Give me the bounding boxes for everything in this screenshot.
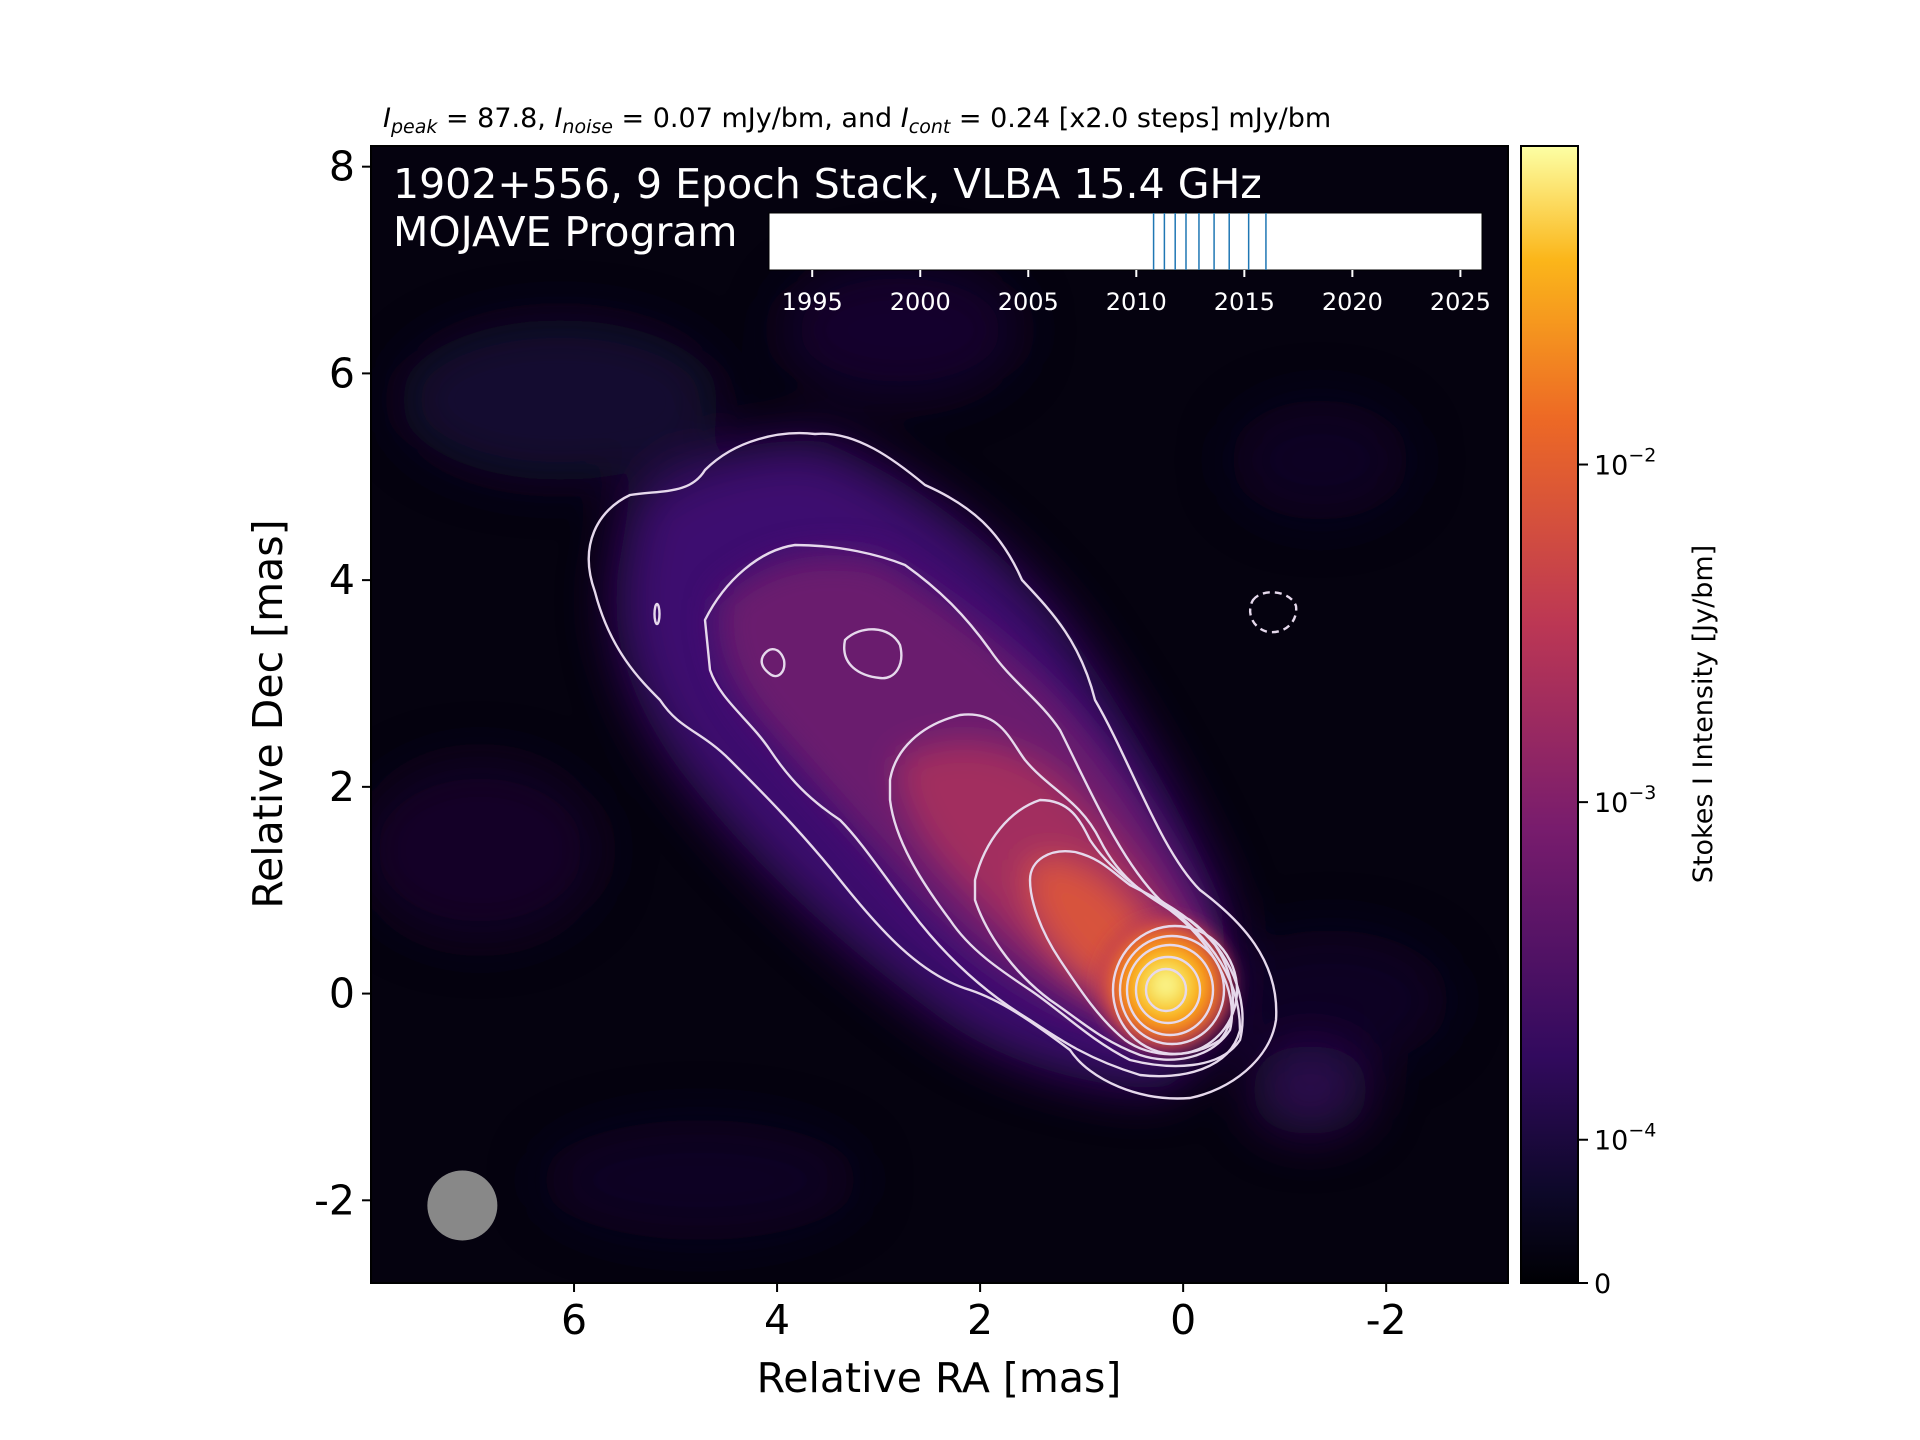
x-tick-label-4: -2	[1366, 1296, 1407, 1344]
timeline-tick-label-5: 2020	[1322, 288, 1383, 316]
contour-level-8	[1125, 943, 1215, 1037]
contour-island-3	[653, 602, 661, 626]
timeline-tick-label-1: 2000	[890, 288, 951, 316]
colorbar-tick-label-1: 10−3	[1594, 782, 1656, 819]
y-tick-label-0: 8	[329, 143, 355, 191]
timeline-epochs	[1152, 213, 1267, 270]
x-tick-label-2: 2	[967, 1296, 993, 1344]
contour-set	[587, 431, 1298, 1100]
colorbar-tick-label-0: 10−2	[1594, 445, 1656, 482]
noise-symbol: I	[554, 103, 562, 134]
cont-symbol: I	[901, 103, 909, 134]
contour-level-10	[1144, 967, 1188, 1013]
cont-text: = 0.24 [x2.0 steps] mJy/bm	[950, 103, 1331, 134]
contour-level-1	[587, 431, 1278, 1100]
contour-level-5	[1028, 850, 1235, 1056]
image-panel: 1995 2000 2005 2010 2015 2020 2025 1902+556, 9…	[371, 146, 1508, 1283]
plot-frame	[370, 145, 1509, 1284]
colorbar: 10−2 10−3 10−4 0 Stokes I Intensity [Jy/bm]	[1520, 145, 1719, 1300]
noise-text: = 0.07 mJy/bm, and	[613, 103, 901, 134]
timeline-tick-label-4: 2015	[1214, 288, 1275, 316]
y-tick-label-1: 6	[329, 349, 355, 397]
peak-symbol: I	[383, 103, 391, 134]
colorbar-frame	[1520, 145, 1579, 1284]
y-tick-label-3: 2	[329, 763, 355, 811]
x-axis: 6 4 2 0 -2	[561, 1283, 1407, 1344]
timeline-tick-label-0: 1995	[782, 288, 843, 316]
negative-contour	[1248, 591, 1298, 634]
contour-level-4	[973, 798, 1234, 1061]
cont-subscript: cont	[909, 116, 952, 138]
timeline-tick-label-6: 2025	[1430, 288, 1491, 316]
x-axis-label: Relative RA [mas]	[757, 1354, 1122, 1402]
contour-level-6	[1111, 924, 1239, 1056]
x-tick-label-0: 6	[561, 1296, 587, 1344]
noise-subscript: noise	[562, 116, 613, 138]
header-line: Ipeak = 87.8, Inoise = 0.07 mJy/bm, and …	[383, 103, 1331, 138]
timeline-tick-label-3: 2010	[1106, 288, 1167, 316]
peak-text: = 87.8,	[437, 103, 554, 134]
contour-level-3	[888, 713, 1244, 1068]
contour-island-1	[843, 628, 903, 680]
y-tick-label-5: -2	[314, 1176, 355, 1224]
peak-subscript: peak	[390, 116, 438, 138]
contour-island-2	[760, 648, 786, 678]
program-line: MOJAVE Program	[393, 208, 737, 256]
contour-level-2	[703, 543, 1242, 1078]
contour-level-7	[1118, 934, 1226, 1046]
timeline-box	[768, 212, 1483, 271]
timeline-ticks: 1995 2000 2005 2010 2015 2020 2025	[782, 270, 1491, 316]
x-tick-label-3: 0	[1170, 1296, 1196, 1344]
timeline-tick-label-2: 2005	[998, 288, 1059, 316]
source-line: 1902+556, 9 Epoch Stack, VLBA 15.4 GHz	[393, 160, 1262, 208]
y-axis-label: Relative Dec [mas]	[244, 519, 292, 908]
beam-ellipse	[427, 1170, 498, 1241]
colorbar-ticks: 10−2 10−3 10−4 0	[1578, 445, 1656, 1300]
contour-level-9	[1134, 955, 1202, 1025]
y-tick-label-2: 4	[329, 556, 355, 604]
colorbar-gradient	[1521, 146, 1578, 1283]
colorbar-label: Stokes I Intensity [Jy/bm]	[1688, 545, 1719, 883]
y-tick-label-4: 0	[329, 970, 355, 1018]
epoch-timeline: 1995 2000 2005 2010 2015 2020 2025	[768, 212, 1491, 316]
colorbar-tick-label-2: 10−4	[1594, 1120, 1656, 1157]
x-tick-label-1: 4	[764, 1296, 790, 1344]
colorbar-tick-label-3: 0	[1594, 1269, 1611, 1300]
y-axis: 8 6 4 2 0 -2	[314, 143, 371, 1224]
